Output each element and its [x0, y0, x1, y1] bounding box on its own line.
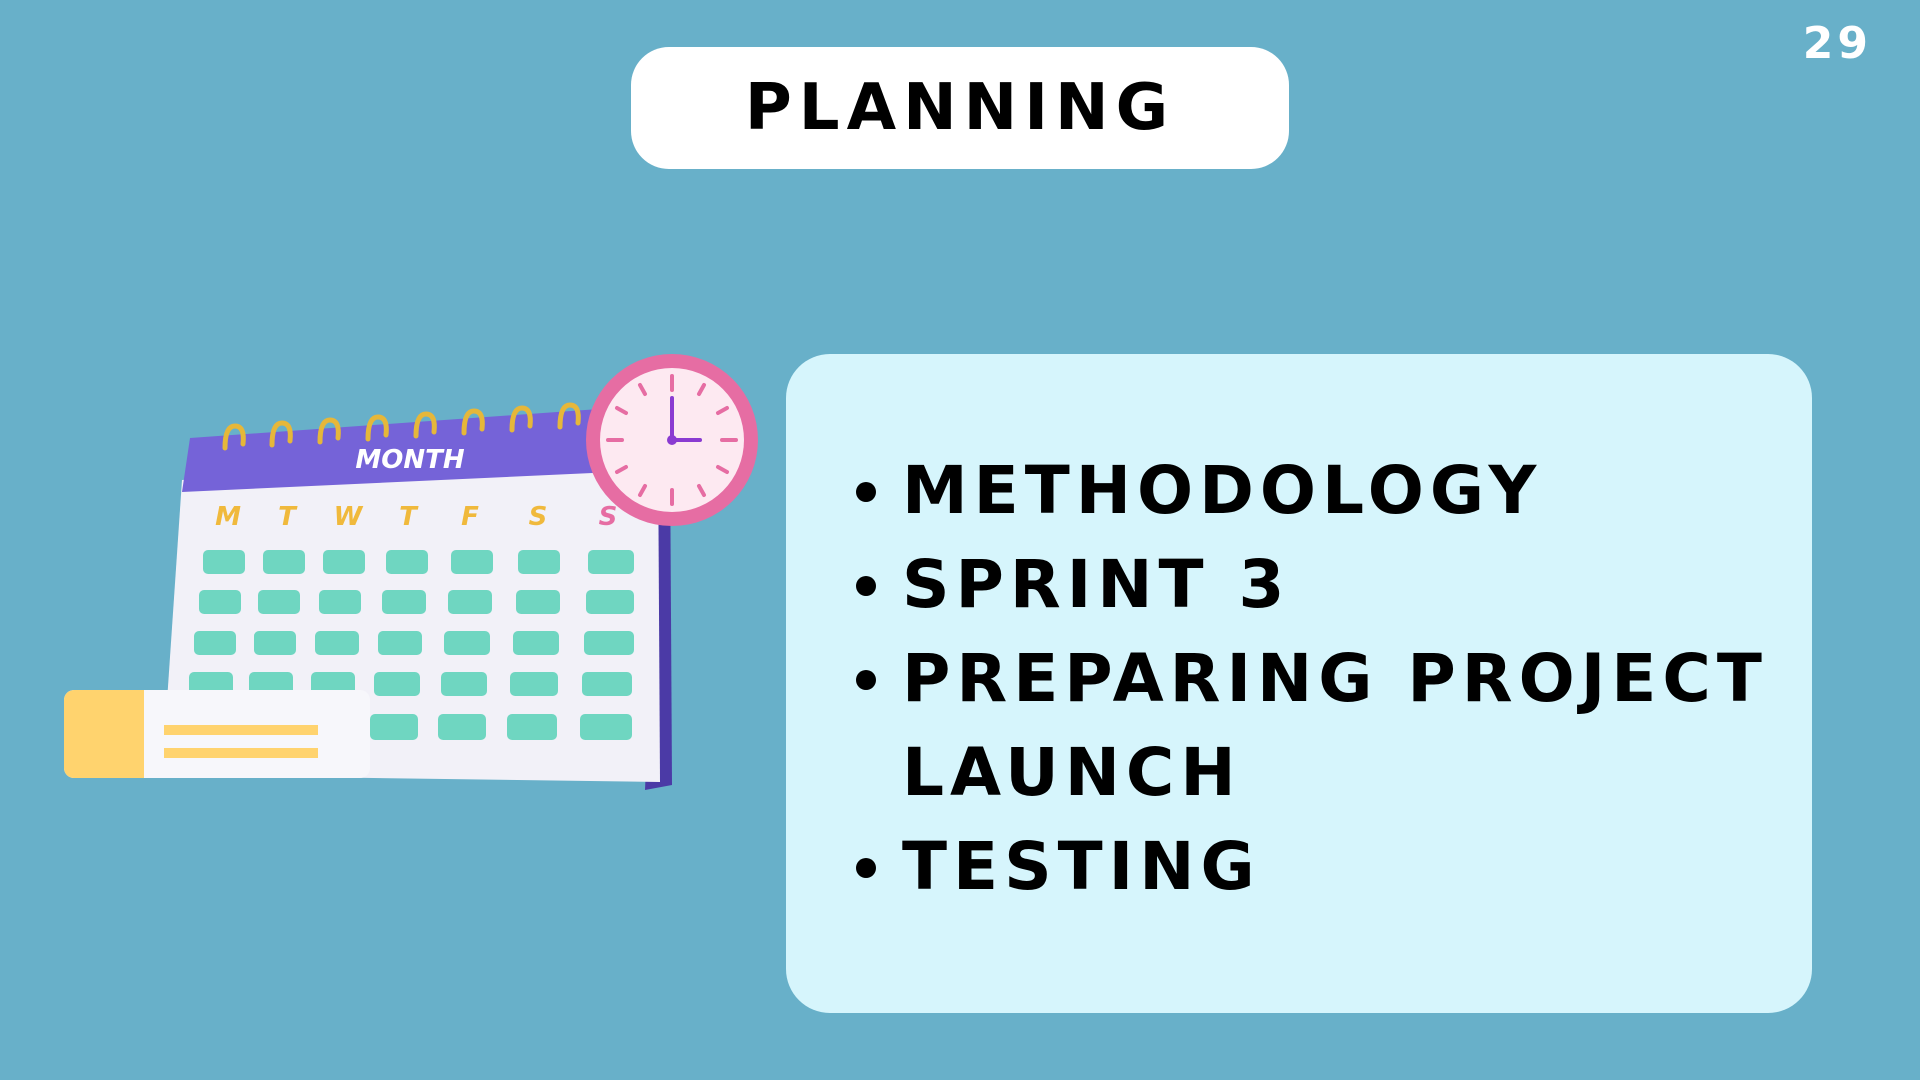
slide-title: PLANNING: [744, 71, 1176, 145]
weekday-label: M: [215, 502, 241, 532]
content-card: METHODOLOGY SPRINT 3 PREPARING PROJECT L…: [786, 354, 1812, 1013]
list-item: METHODOLOGY: [856, 444, 1772, 538]
list-item-label: PREPARING PROJECT LAUNCH: [902, 640, 1768, 811]
list-item: TESTING: [856, 820, 1772, 914]
weekday-label: S: [599, 502, 618, 532]
list-item-label: METHODOLOGY: [902, 452, 1543, 529]
weekday-label: T: [399, 502, 419, 532]
weekday-label: W: [334, 502, 364, 532]
calendar-illustration: MONTH M T W T F S S: [60, 350, 780, 800]
list-item-label: TESTING: [902, 828, 1261, 905]
note-card-icon: [64, 690, 370, 778]
list-item: SPRINT 3: [856, 538, 1772, 632]
calendar-icon: MONTH M T W T F S S: [64, 354, 758, 790]
weekday-label: F: [461, 502, 479, 532]
calendar-header-label: MONTH: [355, 445, 464, 475]
weekday-label: S: [529, 502, 548, 532]
bullet-icon: [856, 576, 876, 596]
list-item-label: SPRINT 3: [902, 546, 1291, 623]
calendar-header-bar: [182, 405, 658, 492]
calendar-rings: [222, 402, 581, 451]
page-number: 29: [1802, 18, 1872, 69]
agenda-list: METHODOLOGY SPRINT 3 PREPARING PROJECT L…: [856, 444, 1772, 914]
clock-icon: [586, 354, 758, 526]
title-pill: PLANNING: [631, 47, 1289, 169]
calendar-grid: [189, 550, 634, 740]
bullet-icon: [856, 482, 876, 502]
weekday-row: M T W T F S S: [215, 502, 617, 532]
bullet-icon: [856, 858, 876, 878]
list-item: PREPARING PROJECT LAUNCH: [856, 632, 1772, 820]
bullet-icon: [856, 670, 876, 690]
weekday-label: T: [278, 502, 298, 532]
